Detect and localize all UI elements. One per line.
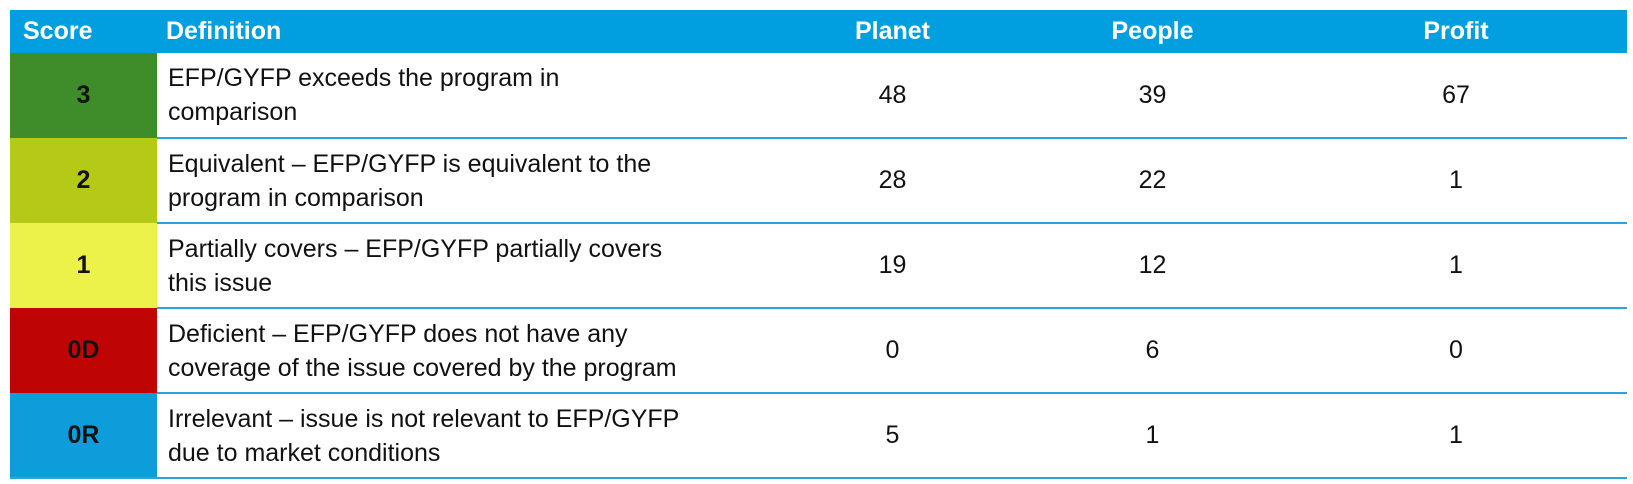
- planet-value: 19: [765, 223, 1020, 309]
- definition-cell: Partially covers – EFP/GYFP partially co…: [157, 223, 765, 309]
- scoring-rubric-table: Score Definition Planet People Profit 3 …: [10, 10, 1627, 479]
- planet-value: 48: [765, 53, 1020, 139]
- score-badge: 0D: [10, 308, 157, 393]
- people-value: 22: [1020, 138, 1285, 224]
- planet-value: 5: [765, 393, 1020, 479]
- definition-cell: Deficient – EFP/GYFP does not have any c…: [157, 308, 765, 394]
- profit-value: 1: [1285, 138, 1627, 224]
- header-planet: Planet: [765, 10, 1020, 53]
- definition-cell: EFP/GYFP exceeds the program in comparis…: [157, 53, 765, 139]
- header-people: People: [1020, 10, 1285, 53]
- planet-value: 0: [765, 308, 1020, 394]
- people-value: 39: [1020, 53, 1285, 139]
- profit-value: 1: [1285, 223, 1627, 309]
- profit-value: 0: [1285, 308, 1627, 394]
- definition-cell: Irrelevant – issue is not relevant to EF…: [157, 393, 765, 479]
- table-row-score-0r: 0R Irrelevant – issue is not relevant to…: [10, 393, 1627, 479]
- definition-cell: Equivalent – EFP/GYFP is equivalent to t…: [157, 138, 765, 224]
- profit-value: 1: [1285, 393, 1627, 479]
- people-value: 6: [1020, 308, 1285, 394]
- score-badge: 1: [10, 223, 157, 308]
- table-row-score-1: 1 Partially covers – EFP/GYFP partially …: [10, 223, 1627, 309]
- table-row-score-2: 2 Equivalent – EFP/GYFP is equivalent to…: [10, 138, 1627, 224]
- table-row-score-0d: 0D Deficient – EFP/GYFP does not have an…: [10, 308, 1627, 394]
- planet-value: 28: [765, 138, 1020, 224]
- table-header-row: Score Definition Planet People Profit: [10, 10, 1627, 53]
- people-value: 1: [1020, 393, 1285, 479]
- score-badge: 0R: [10, 393, 157, 479]
- profit-value: 67: [1285, 53, 1627, 139]
- people-value: 12: [1020, 223, 1285, 309]
- score-badge: 2: [10, 138, 157, 223]
- header-profit: Profit: [1285, 10, 1627, 53]
- score-badge: 3: [10, 53, 157, 138]
- header-score: Score: [10, 10, 157, 53]
- table-row-score-3: 3 EFP/GYFP exceeds the program in compar…: [10, 53, 1627, 139]
- header-definition: Definition: [157, 10, 765, 53]
